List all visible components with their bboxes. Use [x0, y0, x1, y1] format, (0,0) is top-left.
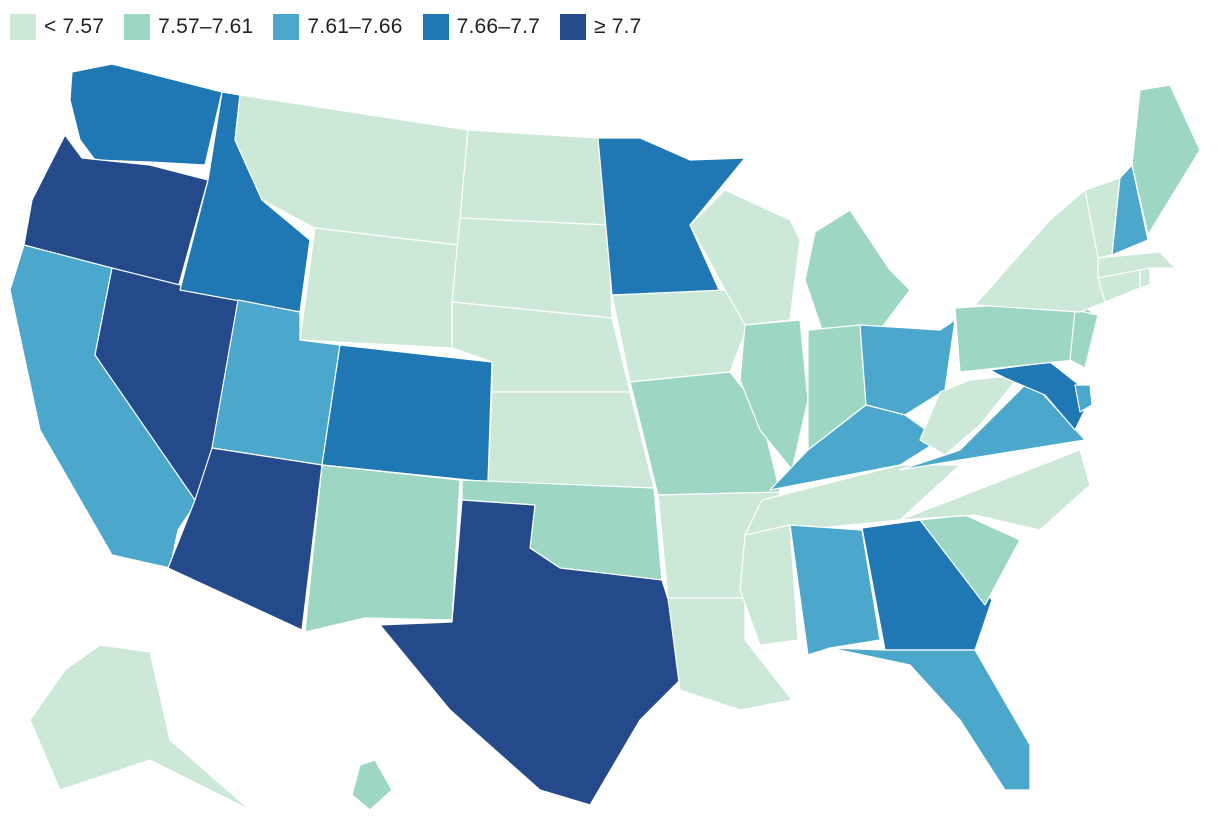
legend-label-bin-3: 7.66–7.7 [456, 15, 540, 38]
state-nd [459, 129, 609, 226]
state-wi [689, 189, 801, 326]
legend-label-bin-0: < 7.57 [44, 15, 105, 38]
state-co [321, 344, 493, 483]
state-mo [629, 371, 781, 496]
legend-item-bin-0: < 7.57 [10, 14, 104, 40]
legend: < 7.57 7.57–7.61 7.61–7.66 7.66–7.7 ≥ 7.… [10, 14, 642, 40]
state-nj [1069, 309, 1099, 369]
state-nc [899, 449, 1091, 531]
legend-label-bin-1: 7.57–7.61 [158, 15, 254, 38]
state-al [789, 524, 881, 656]
state-ks [487, 391, 655, 489]
state-wy [299, 227, 459, 349]
legend-swatch-bin-4 [560, 14, 586, 40]
state-de [1074, 384, 1093, 413]
legend-item-bin-4: ≥ 7.7 [560, 14, 642, 40]
state-nh [1111, 164, 1149, 256]
state-ma [1097, 251, 1176, 279]
state-ri [1139, 267, 1151, 289]
state-tx [379, 499, 691, 806]
state-az [167, 447, 323, 631]
legend-item-bin-2: 7.61–7.66 [273, 14, 402, 40]
legend-item-bin-1: 7.57–7.61 [124, 14, 253, 40]
legend-swatch-bin-1 [124, 14, 151, 40]
state-mi [804, 209, 911, 331]
state-tn [744, 464, 961, 536]
state-hi [351, 759, 393, 811]
legend-swatch-bin-3 [422, 14, 449, 40]
state-wa [69, 63, 223, 166]
state-or [23, 134, 209, 289]
state-sd [451, 217, 613, 319]
legend-label-bin-4: ≥ 7.7 [594, 15, 642, 38]
legend-label-bin-2: 7.61–7.66 [307, 15, 403, 38]
state-ak [29, 644, 251, 811]
state-ga [861, 519, 993, 651]
state-fl [829, 647, 1031, 791]
state-me [1131, 84, 1201, 236]
legend-swatch-bin-2 [273, 14, 300, 40]
legend-swatch-bin-0 [10, 14, 36, 40]
state-ms [739, 524, 799, 646]
state-ia [611, 289, 749, 383]
legend-item-bin-3: 7.66–7.7 [422, 14, 540, 40]
state-nm [304, 464, 461, 633]
